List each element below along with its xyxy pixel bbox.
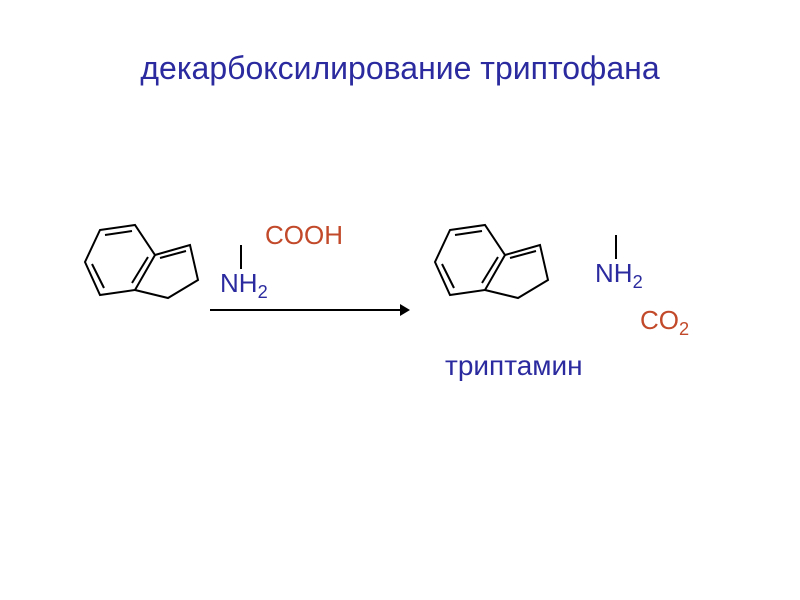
page-title: декарбоксилирование триптофана (0, 50, 800, 87)
label-cooh: COOH (265, 220, 343, 251)
label-nh2-left: NH2 (220, 268, 268, 303)
indole-icon (80, 210, 210, 320)
label-product: триптамин (445, 350, 583, 382)
label-nh2-right: NH2 (595, 258, 643, 293)
bond-line (615, 235, 617, 259)
structure-tryptamine (430, 210, 560, 320)
label-co2: CO2 (640, 305, 689, 340)
reaction-arrow-icon (210, 300, 410, 320)
bond-line (240, 245, 242, 269)
structure-tryptophan (80, 210, 210, 320)
indole-icon (430, 210, 560, 320)
